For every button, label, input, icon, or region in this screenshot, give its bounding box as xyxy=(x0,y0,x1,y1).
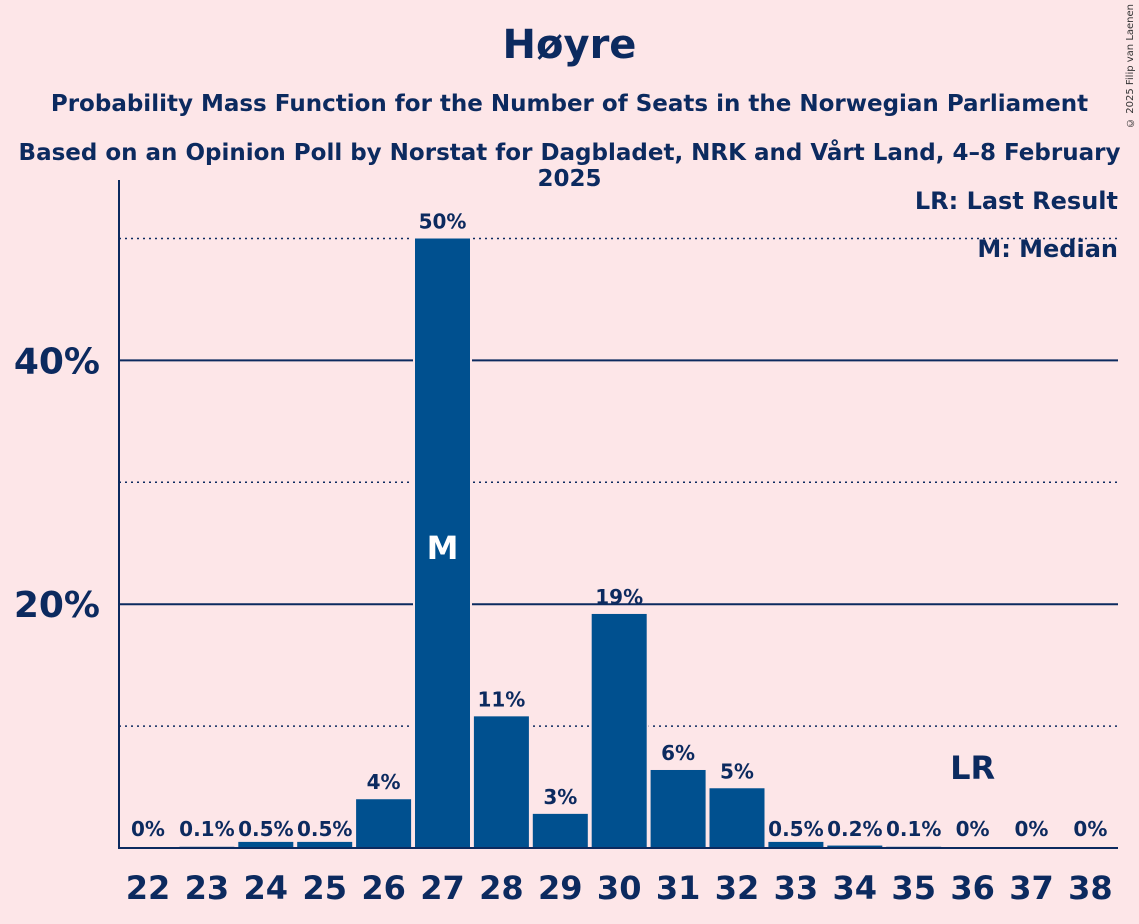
chart-subtitle: Probability Mass Function for the Number… xyxy=(50,91,1089,117)
bar xyxy=(297,841,353,848)
bar xyxy=(356,799,412,848)
x-tick-label: 32 xyxy=(715,869,760,907)
last-result-marker: LR xyxy=(950,749,995,787)
bar-value-label: 0.5% xyxy=(238,817,293,841)
y-tick-label: 20% xyxy=(14,585,100,626)
bar-value-label: 0.1% xyxy=(886,817,941,841)
y-axis: 20% 40% xyxy=(14,180,120,849)
bar-value-label: 19% xyxy=(595,585,643,609)
bar-value-label: 0% xyxy=(1073,817,1107,841)
legend-last-result: LR: Last Result xyxy=(915,187,1118,215)
x-tick-label: 28 xyxy=(479,869,524,907)
x-tick-label: 30 xyxy=(597,869,642,907)
bar xyxy=(415,238,470,848)
x-tick-label: 33 xyxy=(774,869,819,907)
bar xyxy=(650,769,706,848)
bar-value-label: 4% xyxy=(367,770,401,794)
bar-value-label: 11% xyxy=(477,687,525,711)
x-tick-label: 38 xyxy=(1068,869,1113,907)
bar-value-label: 0% xyxy=(131,817,165,841)
x-tick-label: 35 xyxy=(891,869,936,907)
bar xyxy=(827,845,883,848)
bar-value-label: 0.5% xyxy=(297,817,352,841)
bar-value-label: 3% xyxy=(543,785,577,809)
bar-gap xyxy=(177,844,237,848)
bar xyxy=(768,841,824,848)
bar xyxy=(532,813,588,848)
x-tick-label: 29 xyxy=(538,869,583,907)
bar-value-label: 0.5% xyxy=(768,817,823,841)
bars xyxy=(177,236,944,848)
bar-value-label: 0% xyxy=(1015,817,1049,841)
bar-gap xyxy=(884,844,944,848)
median-marker: M xyxy=(427,529,459,567)
x-tick-label: 31 xyxy=(656,869,701,907)
bar-value-labels: 0% 0.1% 0.5% 0.5%4%50%11%3%19%6%5%0.5% 0.2% 0… xyxy=(131,210,1107,842)
chart-title: Høyre xyxy=(502,22,637,68)
bar-value-label: 50% xyxy=(419,210,467,234)
x-tick-label: 23 xyxy=(185,869,230,907)
bar-value-label: 5% xyxy=(720,759,754,783)
x-tick-label: 25 xyxy=(302,869,347,907)
bar xyxy=(709,788,765,848)
bar xyxy=(591,613,647,848)
legend-median: M: Median xyxy=(977,235,1118,263)
x-tick-label: 34 xyxy=(833,869,878,907)
x-axis: 22 23 24 25 26 27 28 29 30 31 32 33 34 35 36 37 38 xyxy=(119,847,1118,907)
x-tick-label: 27 xyxy=(420,869,465,907)
x-tick-label: 26 xyxy=(361,869,406,907)
x-tick-label: 24 xyxy=(244,869,289,907)
y-tick-label: 40% xyxy=(14,341,100,382)
bar xyxy=(473,716,529,848)
x-tick-label: 22 xyxy=(126,869,171,907)
chart-source: Based on an Opinion Poll by Norstat for … xyxy=(18,140,1121,192)
x-tick-label: 37 xyxy=(1009,869,1054,907)
bar-value-label: 0.1% xyxy=(179,817,234,841)
bar-value-label: 6% xyxy=(661,741,695,765)
bar-value-label: 0% xyxy=(956,817,990,841)
bar xyxy=(238,841,294,848)
x-tick-label: 36 xyxy=(950,869,995,907)
bar-value-label: 0.2% xyxy=(827,817,882,841)
